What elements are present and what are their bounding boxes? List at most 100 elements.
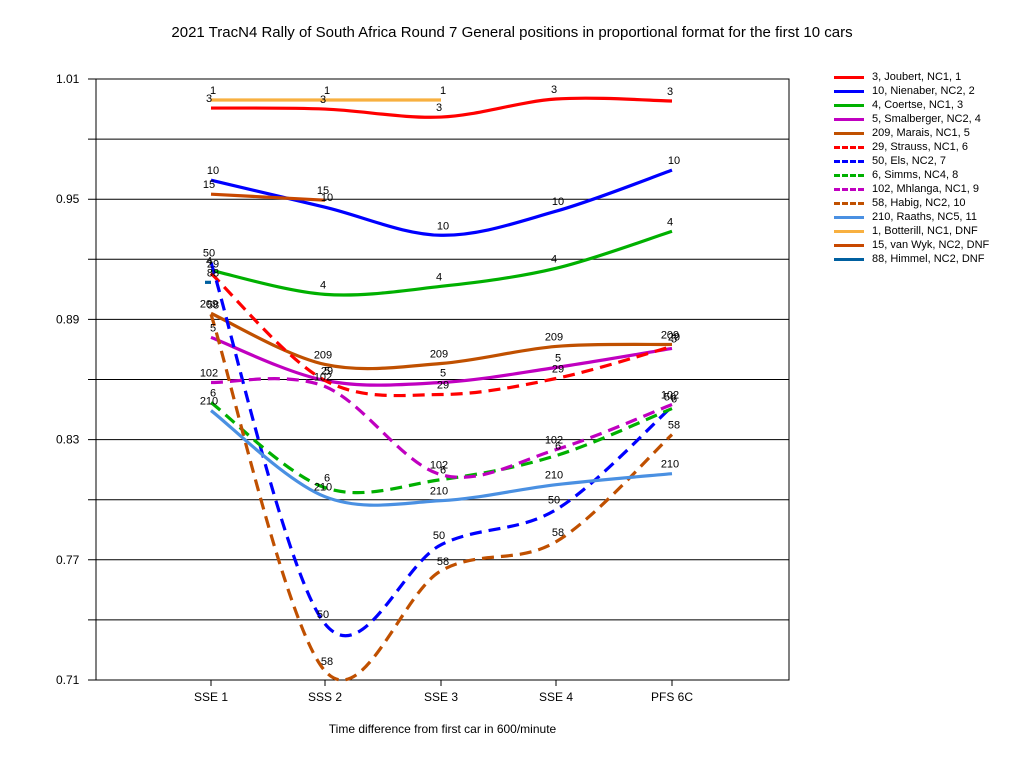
legend-item: 210, Raaths, NC5, 11 [834, 210, 1020, 224]
x-tick-label: SSE 1 [194, 690, 228, 704]
point-label: 210 [430, 486, 448, 498]
point-label: 102 [200, 368, 218, 380]
point-label: 50 [664, 392, 676, 404]
point-label: 29 [437, 380, 449, 392]
point-label: 209 [314, 349, 332, 361]
point-label: 4 [320, 279, 326, 291]
point-label: 6 [671, 394, 677, 406]
point-label: 29 [552, 363, 564, 375]
x-axis-label: Time difference from first car in 600/mi… [328, 722, 557, 736]
series-line [210, 409, 673, 507]
series-line [210, 311, 673, 371]
legend-swatch [834, 187, 864, 191]
series-line [210, 335, 673, 387]
x-tick-label: SSE 3 [424, 690, 458, 704]
legend-item: 10, Nienaber, NC2, 2 [834, 84, 1020, 98]
point-label: 1 [324, 85, 330, 97]
series-line [209, 313, 674, 682]
point-label: 209 [545, 331, 563, 343]
point-label: 10 [437, 220, 449, 232]
chart-title: 2021 TracN4 Rally of South Africa Round … [171, 24, 853, 41]
series-line [210, 96, 673, 119]
legend-item: 29, Strauss, NC1, 6 [834, 140, 1020, 154]
legend-label: 5, Smalberger, NC2, 4 [872, 113, 981, 125]
point-label: 58 [437, 556, 449, 568]
point-label: 29 [321, 366, 333, 378]
legend-swatch [834, 103, 864, 107]
legend-label: 1, Botterill, NC1, DNF [872, 225, 978, 237]
legend-label: 58, Habig, NC2, 10 [872, 197, 966, 209]
legend-label: 3, Joubert, NC1, 1 [872, 71, 962, 83]
point-label: 58 [552, 527, 564, 539]
legend-swatch [834, 173, 864, 177]
point-label: 1 [210, 85, 216, 97]
legend-swatch [834, 243, 864, 247]
legend-swatch [834, 117, 864, 121]
point-label: 50 [203, 247, 215, 259]
point-label: 5 [440, 368, 446, 380]
y-tick-label: 1.01 [56, 72, 80, 86]
point-label: 5 [555, 352, 561, 364]
legend-label: 210, Raaths, NC5, 11 [872, 211, 977, 223]
axes: 1.01 0.95 0.89 0.83 0.77 0.71 SSE 1 SSS 2 SSE 3 S… [56, 72, 790, 704]
plot-frame [95, 78, 790, 681]
point-label: 6 [324, 473, 330, 485]
point-label: 50 [548, 495, 560, 507]
point-label: 210 [545, 470, 563, 482]
point-label: 3 [436, 102, 442, 114]
point-label: 50 [317, 609, 329, 621]
point-label: 58 [207, 299, 219, 311]
point-label: 6 [210, 388, 216, 400]
point-label: 29 [207, 258, 219, 270]
point-label: 10 [207, 165, 219, 177]
legend-swatch [834, 89, 864, 93]
legend-item: 58, Habig, NC2, 10 [834, 196, 1020, 210]
point-label: 10 [321, 192, 333, 204]
y-tick-label: 0.71 [56, 673, 80, 687]
point-label: 58 [668, 420, 680, 432]
point-label: 1 [440, 85, 446, 97]
legend-swatch [834, 75, 864, 79]
x-tick-label: PFS 6C [651, 690, 693, 704]
point-label: 4 [551, 253, 557, 265]
point-label: 102 [430, 460, 448, 472]
legend-item: 102, Mhlanga, NC1, 9 [834, 182, 1020, 196]
series-line [210, 401, 673, 495]
legend-label: 15, van Wyk, NC2, DNF [872, 239, 990, 251]
legend-label: 102, Mhlanga, NC1, 9 [872, 183, 980, 195]
y-tick-label: 0.77 [56, 553, 80, 567]
x-tick-label: SSE 4 [539, 690, 573, 704]
point-label: 88 [207, 267, 219, 279]
legend-item: 1, Botterill, NC1, DNF [834, 224, 1020, 238]
point-label: 5 [671, 333, 677, 345]
legend-swatch [834, 215, 864, 219]
series-line [210, 377, 673, 479]
point-label: 102 [661, 390, 679, 402]
legend-label: 10, Nienaber, NC2, 2 [872, 85, 975, 97]
point-label: 3 [206, 93, 212, 105]
point-label: 4 [667, 216, 673, 228]
legend-label: 88, Himmel, NC2, DNF [872, 253, 985, 265]
point-label: 5 [210, 322, 216, 334]
point-label: 6 [555, 441, 561, 453]
legend-swatch [834, 131, 864, 135]
point-label: 29 [668, 331, 680, 343]
point-label: 15 [203, 179, 215, 191]
legend-item: 88, Himmel, NC2, DNF [834, 252, 1020, 266]
point-label: 3 [551, 84, 557, 96]
legend-item: 3, Joubert, NC1, 1 [834, 70, 1020, 84]
point-label: 10 [552, 196, 564, 208]
legend-item: 209, Marais, NC1, 5 [834, 126, 1020, 140]
point-label: 209 [661, 329, 679, 341]
point-label: 209 [200, 298, 218, 310]
legend-item: 15, van Wyk, NC2, DNF [834, 238, 1020, 252]
point-label: 3 [320, 94, 326, 106]
legend-swatch [834, 159, 864, 163]
point-label: 210 [200, 396, 218, 408]
series-line [210, 192, 326, 202]
x-tick-label: SSS 2 [308, 690, 342, 704]
series-lines [205, 96, 674, 682]
point-label: 5 [324, 366, 330, 378]
point-label: 6 [440, 465, 446, 477]
point-label: 3 [667, 86, 673, 98]
